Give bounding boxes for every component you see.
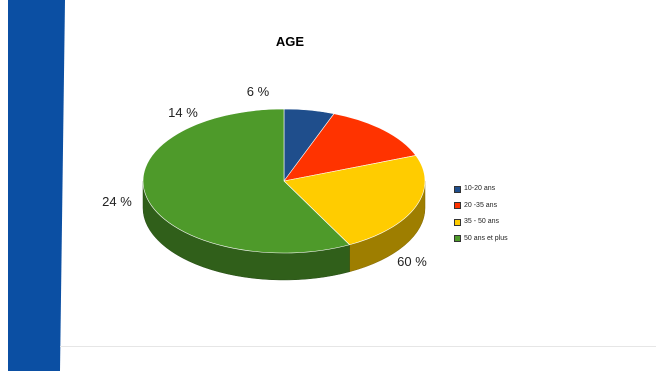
legend-swatch bbox=[454, 202, 461, 210]
slide-divider bbox=[60, 346, 656, 347]
chart-legend: 10-20 ans 20 -35 ans 35 - 50 ans 50 ans et … bbox=[454, 181, 508, 247]
pie-value-label: 6 % bbox=[247, 84, 270, 99]
decorative-side-band bbox=[8, 0, 65, 371]
legend-swatch bbox=[454, 235, 461, 243]
pie-slice-20-35-ans bbox=[283, 113, 417, 182]
legend-label: 10-20 ans bbox=[464, 185, 496, 192]
legend-swatch bbox=[454, 218, 461, 226]
chart-title: AGE bbox=[275, 34, 305, 49]
legend-item: 10-20 ans bbox=[454, 181, 508, 198]
legend-label: 50 ans et plus bbox=[464, 234, 508, 242]
pie-value-label: 60 % bbox=[397, 254, 427, 269]
pie-slice-35-50-ans bbox=[283, 155, 426, 246]
pie-slice-50-ans-et-plus bbox=[142, 108, 351, 254]
side-band-shape bbox=[8, 0, 65, 371]
pie-value-label: 14 % bbox=[168, 105, 198, 120]
legend-item: 35 - 50 ans bbox=[454, 214, 508, 231]
legend-item: 20 -35 ans bbox=[454, 198, 508, 215]
legend-label: 35 - 50 ans bbox=[464, 218, 500, 225]
legend-swatch bbox=[454, 185, 461, 193]
pie-value-label: 24 % bbox=[102, 194, 132, 209]
legend-item: 50 ans et plus bbox=[454, 231, 508, 248]
legend-label: 20 -35 ans bbox=[464, 201, 498, 209]
